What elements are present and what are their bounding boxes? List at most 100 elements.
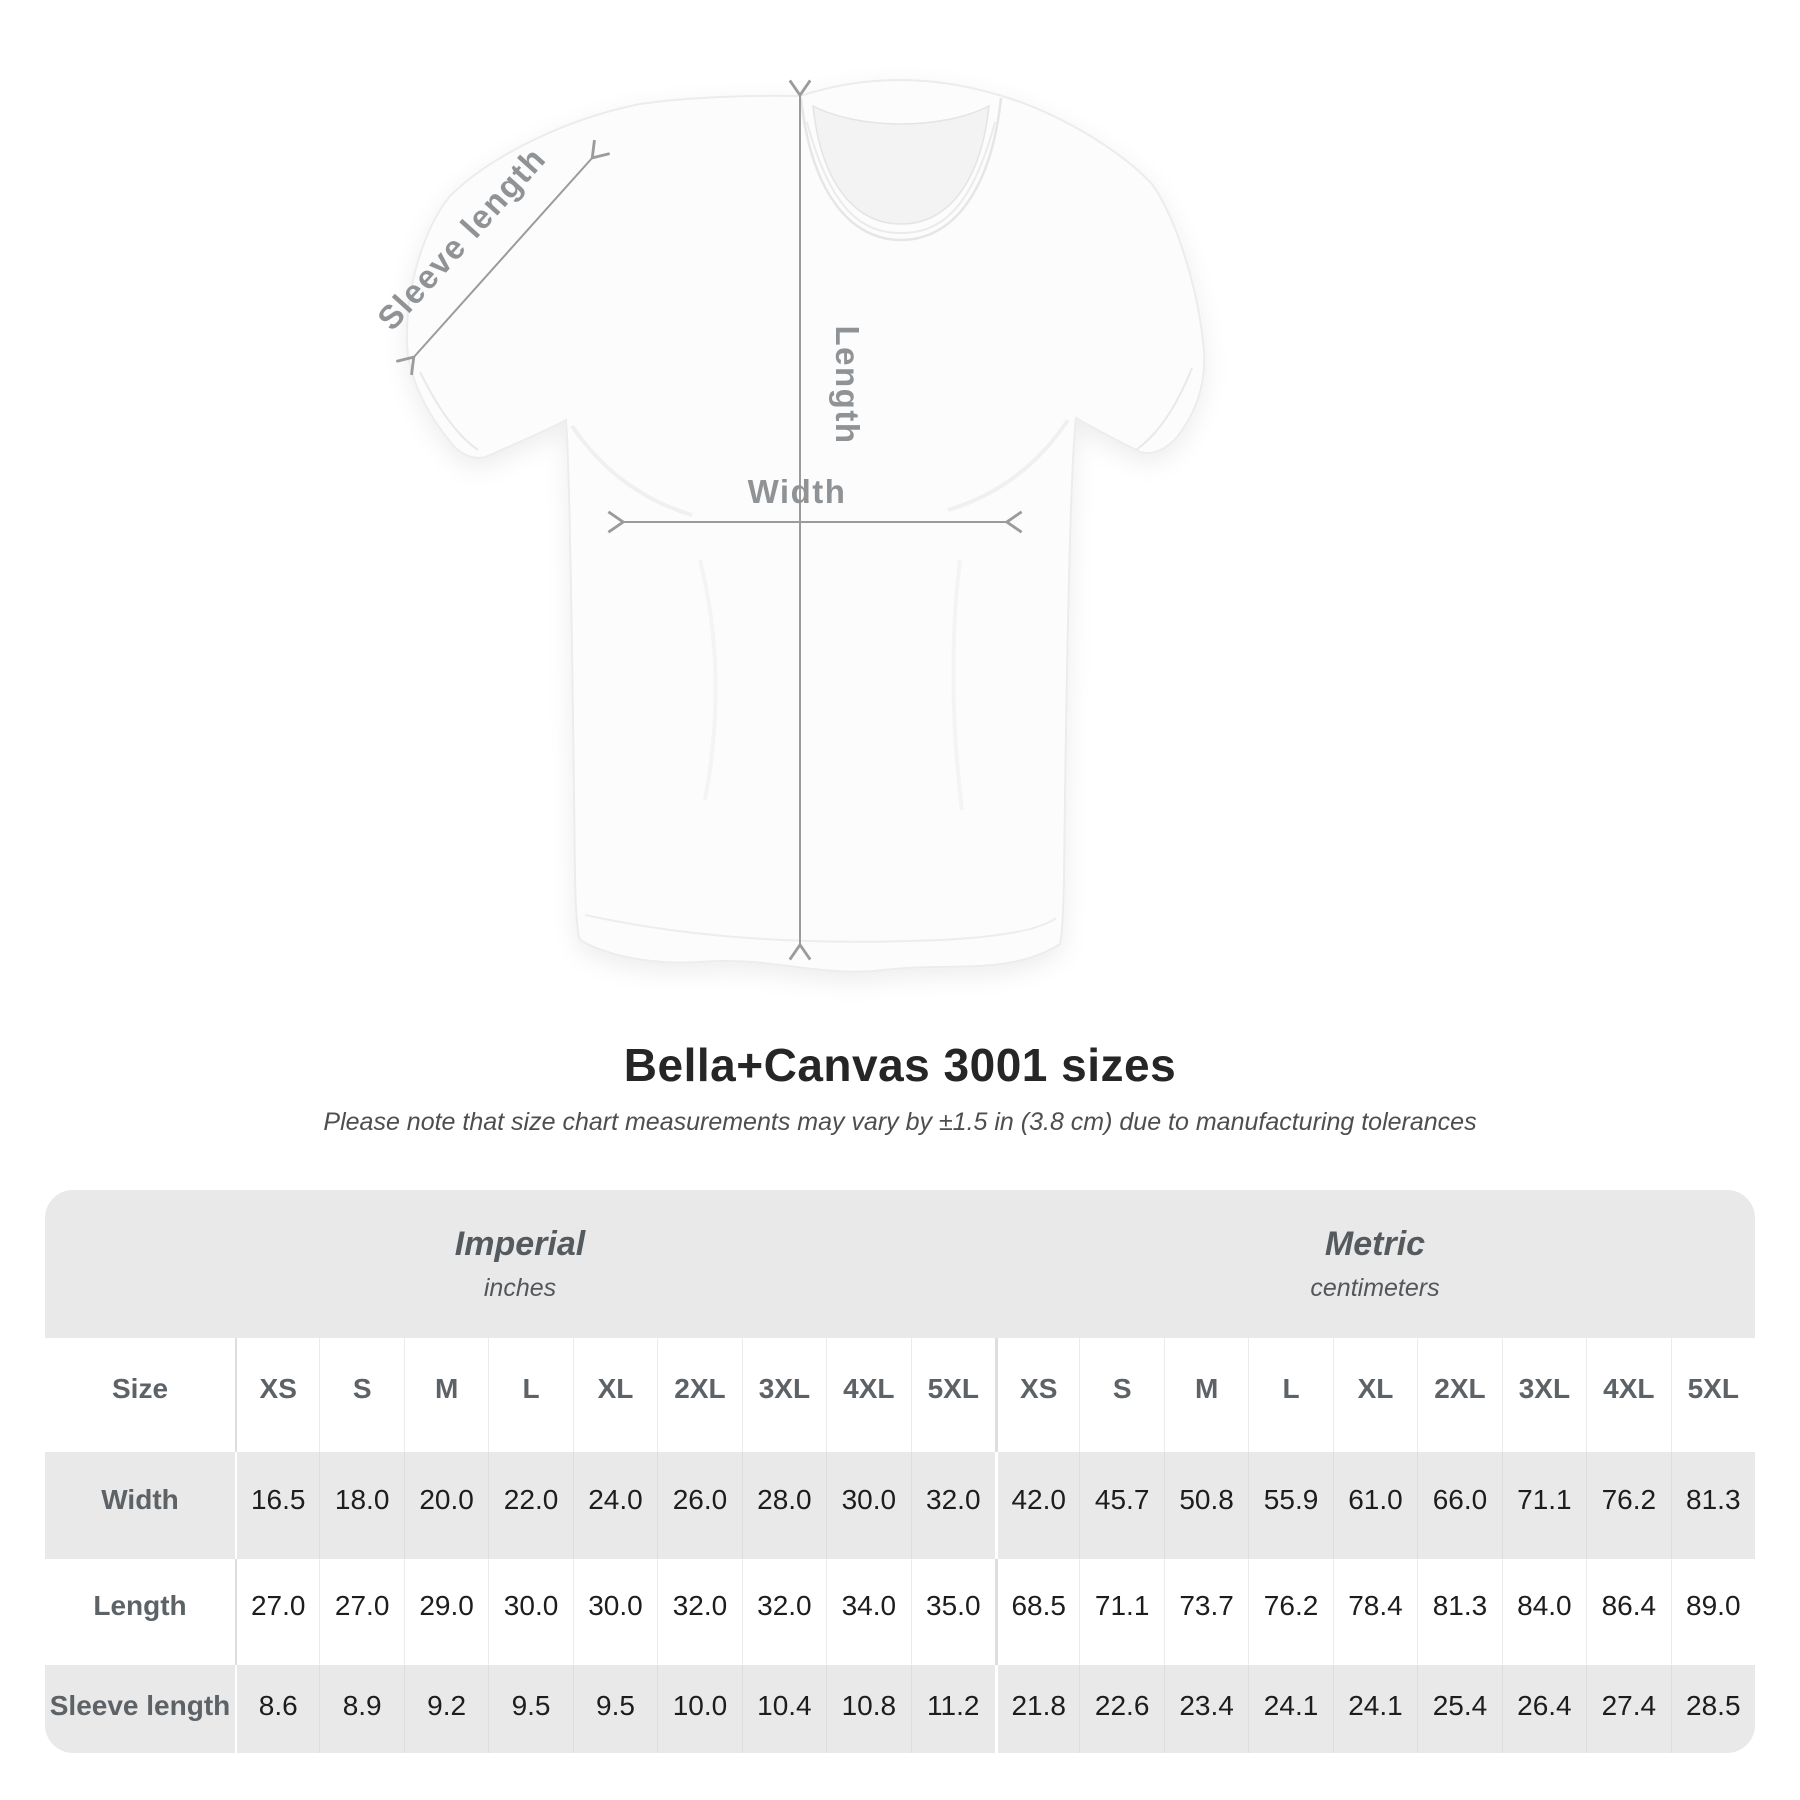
size-label: XS: [235, 1338, 319, 1452]
imperial-label: Imperial: [454, 1225, 586, 1263]
value-cell: 25.4: [1417, 1665, 1501, 1753]
value-cell: 29.0: [403, 1559, 488, 1665]
value-cell: 27.0: [235, 1559, 319, 1665]
tshirt-measurement-diagram: Sleeve length Length Width: [370, 79, 1206, 973]
value-cell: 61.0: [1332, 1452, 1417, 1559]
value-cell: 86.4: [1586, 1559, 1670, 1665]
value-cell: 50.8: [1163, 1452, 1248, 1559]
size-label: XL: [572, 1338, 657, 1452]
value-cell: 10.4: [741, 1665, 826, 1753]
value-cell: 9.5: [488, 1665, 572, 1753]
value-cell: 73.7: [1163, 1559, 1248, 1665]
size-label: S: [1079, 1338, 1163, 1452]
value-cell: 34.0: [826, 1559, 910, 1665]
row-size-headers: Size XS S M L XL 2XL 3XL 4XL 5XL XS S M …: [45, 1338, 1755, 1452]
value-cell: 16.5: [235, 1452, 319, 1559]
size-label: S: [319, 1338, 403, 1452]
value-cell: 32.0: [910, 1452, 995, 1559]
value-cell: 8.9: [319, 1665, 403, 1753]
value-cell: 24.1: [1332, 1665, 1417, 1753]
value-cell: 10.0: [657, 1665, 741, 1753]
width-label: Width: [748, 473, 847, 510]
value-cell: 42.0: [994, 1452, 1079, 1559]
value-cell: 81.3: [1670, 1452, 1755, 1559]
value-cell: 35.0: [910, 1559, 995, 1665]
value-cell: 8.6: [235, 1665, 319, 1753]
size-label: 3XL: [741, 1338, 826, 1452]
value-cell: 26.4: [1501, 1665, 1586, 1753]
value-cell: 21.8: [994, 1665, 1079, 1753]
value-cell: 18.0: [319, 1452, 403, 1559]
value-cell: 84.0: [1501, 1559, 1586, 1665]
value-cell: 32.0: [741, 1559, 826, 1665]
value-cell: 30.0: [488, 1559, 572, 1665]
tolerance-note: Please note that size chart measurements…: [323, 1108, 1477, 1136]
value-cell: 81.3: [1417, 1559, 1501, 1665]
size-label: 5XL: [1670, 1338, 1755, 1452]
value-cell: 24.0: [572, 1452, 657, 1559]
size-label: M: [1163, 1338, 1248, 1452]
length-label: Length: [829, 326, 866, 445]
row-sleeve-length: Sleeve length 8.6 8.9 9.2 9.5 9.5 10.0 1…: [45, 1665, 1755, 1753]
value-cell: 89.0: [1670, 1559, 1755, 1665]
size-label: 2XL: [1417, 1338, 1501, 1452]
imperial-group-header: Imperial inches: [45, 1190, 995, 1338]
size-label: 4XL: [1586, 1338, 1670, 1452]
size-label: L: [1248, 1338, 1332, 1452]
value-cell: 22.0: [488, 1452, 572, 1559]
size-label: 5XL: [910, 1338, 995, 1452]
value-cell: 32.0: [657, 1559, 741, 1665]
tshirt-illustration: [405, 79, 1206, 973]
value-cell: 66.0: [1417, 1452, 1501, 1559]
row-length: Length 27.0 27.0 29.0 30.0 30.0 32.0 32.…: [45, 1559, 1755, 1665]
tshirt-figure-svg: Sleeve length Length Width: [370, 79, 1206, 973]
size-chart-table: Imperial inches Metric centimeters Size …: [45, 1190, 1755, 1753]
value-cell: 68.5: [994, 1559, 1079, 1665]
measurement-annotations: [413, 94, 1008, 946]
row-label: Sleeve length: [49, 1690, 231, 1721]
row-width: Width 16.5 18.0 20.0 22.0 24.0 26.0 28.0…: [45, 1452, 1755, 1559]
value-cell: 22.6: [1079, 1665, 1163, 1753]
metric-label: Metric: [1324, 1225, 1426, 1263]
sleeve-length-arrow: [413, 157, 593, 358]
size-label: 2XL: [657, 1338, 741, 1452]
size-column-header: Size: [111, 1373, 169, 1404]
value-cell: 71.1: [1501, 1452, 1586, 1559]
value-cell: 27.4: [1586, 1665, 1670, 1753]
metric-unit: centimeters: [1310, 1274, 1440, 1302]
value-cell: 30.0: [826, 1452, 910, 1559]
collar: [799, 97, 1003, 242]
page-title: Bella+Canvas 3001 sizes: [623, 1039, 1177, 1091]
value-cell: 28.0: [741, 1452, 826, 1559]
value-cell: 10.8: [826, 1665, 910, 1753]
row-label: Width: [101, 1483, 179, 1515]
size-label: L: [488, 1338, 572, 1452]
value-cell: 27.0: [319, 1559, 403, 1665]
value-cell: 20.0: [403, 1452, 488, 1559]
value-cell: 11.2: [910, 1665, 995, 1753]
value-cell: 55.9: [1248, 1452, 1332, 1559]
size-label: M: [403, 1338, 488, 1452]
value-cell: 9.2: [403, 1665, 488, 1753]
size-label: 4XL: [826, 1338, 910, 1452]
chart-heading: Bella+Canvas 3001 sizes Please note that…: [0, 1038, 1800, 1137]
value-cell: 30.0: [572, 1559, 657, 1665]
size-label: XL: [1332, 1338, 1417, 1452]
value-cell: 24.1: [1248, 1665, 1332, 1753]
value-cell: 9.5: [572, 1665, 657, 1753]
value-cell: 76.2: [1586, 1452, 1670, 1559]
value-cell: 45.7: [1079, 1452, 1163, 1559]
value-cell: 78.4: [1332, 1559, 1417, 1665]
value-cell: 71.1: [1079, 1559, 1163, 1665]
value-cell: 28.5: [1670, 1665, 1755, 1753]
unit-group-band: Imperial inches Metric centimeters: [45, 1190, 1755, 1338]
value-cell: 76.2: [1248, 1559, 1332, 1665]
row-label: Length: [93, 1590, 187, 1621]
size-label: XS: [994, 1338, 1079, 1452]
value-cell: 26.0: [657, 1452, 741, 1559]
value-cell: 23.4: [1163, 1665, 1248, 1753]
size-label: 3XL: [1501, 1338, 1586, 1452]
imperial-unit: inches: [483, 1274, 557, 1302]
metric-group-header: Metric centimeters: [995, 1190, 1755, 1338]
